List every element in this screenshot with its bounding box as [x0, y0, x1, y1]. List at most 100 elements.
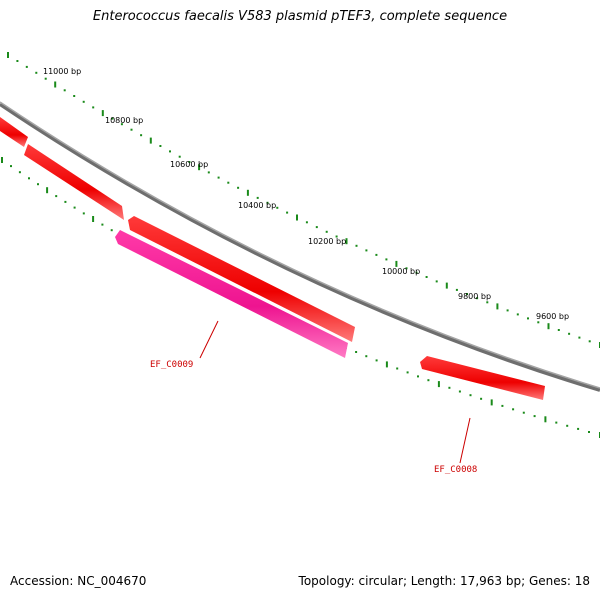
scale-label-10000: 10000 bp	[382, 267, 420, 276]
gene-arrow[interactable]	[128, 216, 355, 342]
scale-minor-tick	[480, 397, 483, 400]
scale-minor-tick	[120, 123, 123, 126]
scale-minor-tick	[159, 145, 162, 147]
scale-major-tick	[198, 164, 201, 171]
scale-major-tick	[149, 137, 152, 144]
scale-minor-tick	[405, 267, 408, 270]
scale-minor-tick	[55, 195, 58, 198]
scale-minor-tick	[16, 60, 19, 62]
scale-minor-tick	[588, 340, 591, 343]
scale-minor-tick	[276, 206, 279, 209]
scale-label-11000: 11000 bp	[43, 67, 81, 76]
scale-minor-tick	[435, 280, 438, 283]
scale-minor-tick	[227, 181, 230, 184]
scale-minor-tick	[566, 424, 569, 427]
scale-minor-tick	[28, 177, 30, 180]
accession-text: Accession: NC_004670	[10, 574, 147, 588]
scale-minor-tick	[415, 271, 418, 274]
gene-arrow-ef-c0008[interactable]	[420, 356, 545, 400]
scale-major-tick	[547, 323, 550, 330]
scale-minor-tick	[73, 95, 76, 97]
scale-major-tick	[246, 189, 249, 196]
scale-minor-tick	[335, 235, 338, 238]
scale-label-10400: 10400 bp	[238, 201, 276, 210]
inner-scale-ticks	[1, 157, 600, 438]
scale-minor-tick	[469, 394, 472, 397]
backbone-circle	[0, 101, 600, 389]
scale-minor-tick	[427, 379, 430, 382]
scale-minor-tick	[516, 313, 519, 316]
scale-minor-tick	[448, 386, 451, 389]
scale-label-9800: 9800 bp	[458, 292, 491, 301]
scale-minor-tick	[111, 117, 114, 120]
scale-minor-tick	[217, 176, 220, 179]
scale-minor-tick	[44, 77, 47, 80]
scale-minor-tick	[82, 212, 85, 215]
gene-label-ef-c0009[interactable]: EF_C0009	[150, 360, 193, 370]
scale-minor-tick	[35, 71, 38, 74]
scale-label-10200: 10200 bp	[308, 237, 346, 246]
scale-minor-tick	[506, 309, 509, 312]
scale-major-tick	[7, 52, 9, 58]
scale-minor-tick	[533, 415, 536, 418]
scale-minor-tick	[476, 297, 479, 300]
backbone-shadow	[0, 102, 600, 392]
scale-major-tick	[54, 81, 57, 88]
gene-arrow-ef-c0009[interactable]	[115, 230, 348, 358]
scale-minor-tick	[63, 89, 66, 92]
scale-minor-tick	[375, 359, 378, 362]
scale-minor-tick	[577, 427, 580, 430]
gene-label-ef-c0008[interactable]: EF_C0008	[434, 465, 477, 475]
scale-minor-tick	[578, 336, 581, 339]
scale-minor-tick	[512, 408, 515, 411]
scale-minor-tick	[455, 288, 458, 291]
scale-minor-tick	[355, 244, 358, 247]
scale-major-tick	[101, 110, 104, 117]
gene-leader-line	[459, 417, 471, 464]
gene-leader-line	[199, 320, 219, 359]
summary-text: Topology: circular; Length: 17,963 bp; G…	[298, 574, 590, 588]
map-title: Enterococcus faecalis V583 plasmid pTEF3…	[92, 9, 508, 24]
scale-minor-tick	[522, 411, 525, 414]
scale-major-tick	[544, 416, 547, 423]
scale-major-tick	[445, 282, 448, 289]
scale-label-9600: 9600 bp	[536, 312, 569, 321]
gene-arrow[interactable]	[0, 117, 28, 147]
scale-major-tick	[46, 187, 49, 194]
scale-minor-tick	[325, 230, 328, 233]
scale-minor-tick	[82, 100, 85, 103]
scale-minor-tick	[501, 404, 504, 407]
scale-major-tick	[490, 399, 493, 406]
scale-minor-tick	[305, 221, 308, 224]
scale-minor-tick	[555, 421, 558, 424]
scale-minor-tick	[10, 165, 12, 168]
scale-minor-tick	[417, 375, 419, 378]
scale-major-tick	[496, 303, 499, 310]
scale-label-10800: 10800 bp	[105, 116, 143, 125]
scale-minor-tick	[588, 431, 590, 433]
scale-minor-tick	[286, 211, 289, 214]
scale-minor-tick	[256, 196, 259, 199]
scale-major-tick	[395, 260, 398, 267]
scale-label-10600: 10600 bp	[170, 160, 208, 169]
scale-minor-tick	[266, 201, 269, 204]
scale-major-tick	[1, 157, 3, 163]
scale-minor-tick	[537, 321, 540, 324]
scale-minor-tick	[365, 249, 368, 252]
scale-minor-tick	[64, 200, 67, 203]
gene-arrow[interactable]	[24, 144, 124, 220]
scale-minor-tick	[188, 161, 191, 163]
scale-minor-tick	[425, 276, 428, 278]
scale-minor-tick	[385, 258, 388, 261]
scale-minor-tick	[466, 293, 468, 295]
scale-minor-tick	[101, 223, 104, 226]
scale-minor-tick	[37, 183, 39, 186]
scale-minor-tick	[365, 355, 368, 358]
scale-major-tick	[296, 214, 298, 221]
scale-minor-tick	[130, 128, 133, 131]
scale-minor-tick	[458, 390, 461, 393]
scale-minor-tick	[92, 106, 95, 109]
scale-minor-tick	[315, 226, 318, 229]
scale-major-tick	[345, 238, 348, 245]
